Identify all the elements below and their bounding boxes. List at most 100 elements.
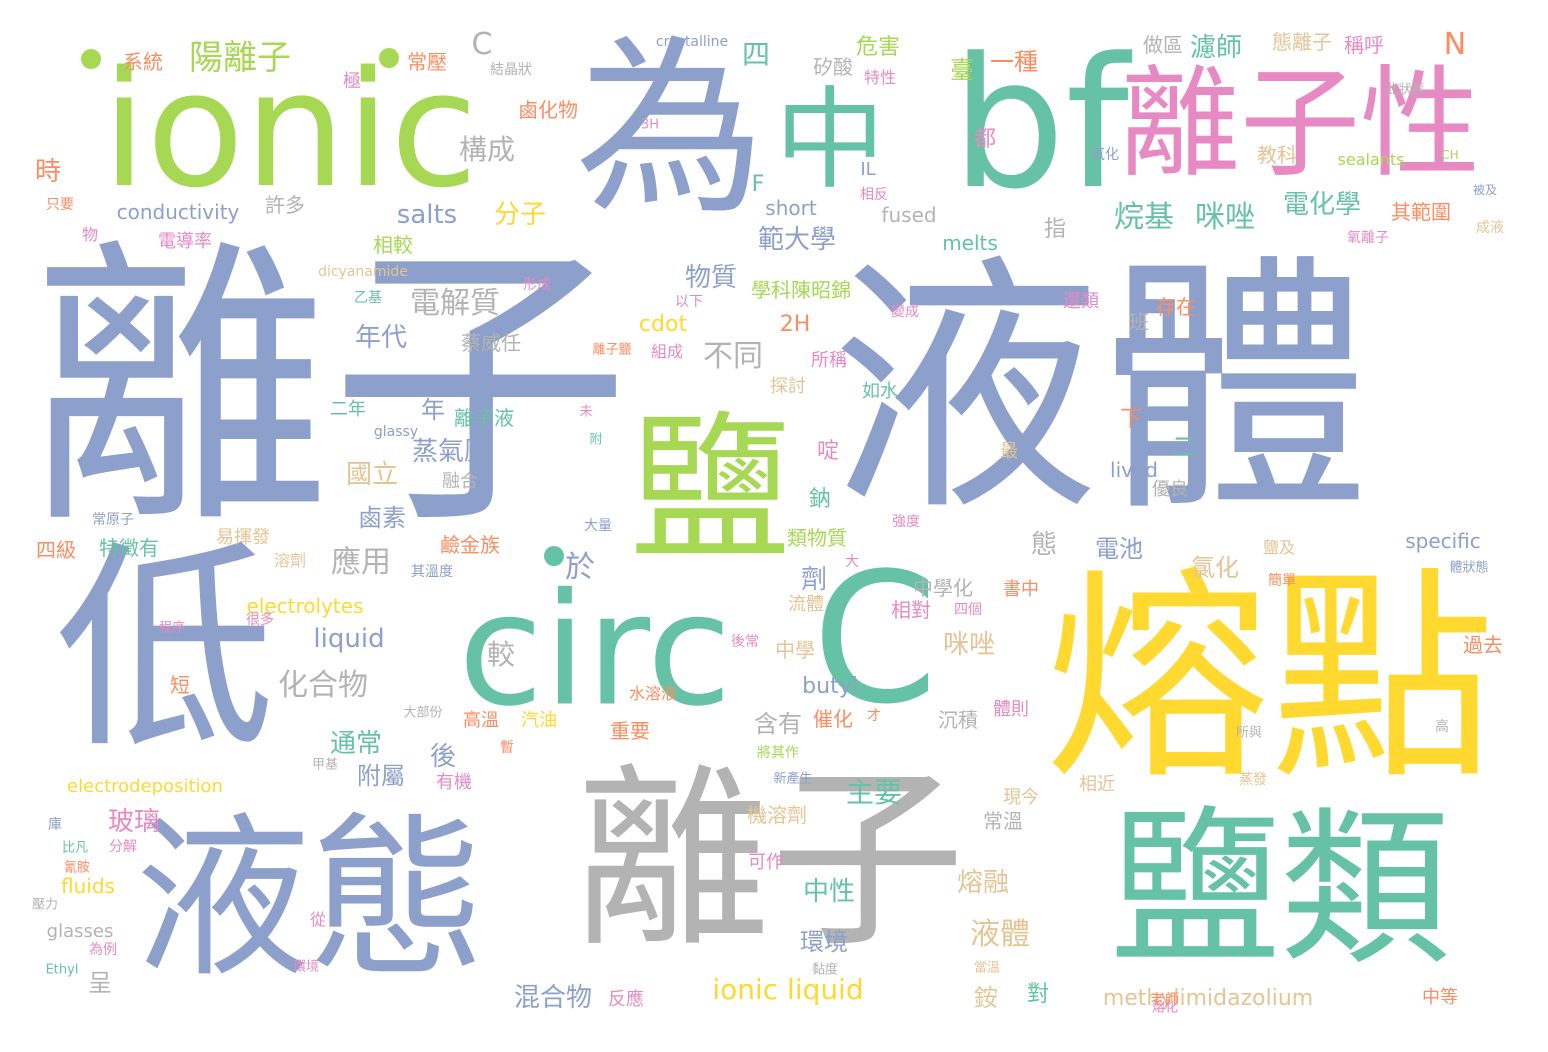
word-term-85: 探討: [770, 376, 806, 397]
word-term-93: 附: [589, 432, 603, 448]
word-term-84: 所稱: [811, 350, 847, 371]
word-term-56: 分子: [493, 200, 547, 230]
word-term-99: 最: [1000, 441, 1018, 462]
word-term-147: 沉積: [938, 708, 978, 732]
word-term-165: 玻璃: [107, 807, 161, 837]
word-term-137: 中學: [775, 638, 815, 662]
word-term-190: 混合物: [513, 983, 593, 1013]
word-crystalline-21: crystalline: [655, 34, 729, 50]
word-term-1: 液體: [830, 232, 1370, 547]
word-term-162: 新產生: [773, 771, 813, 787]
word-term-156: 將其作: [757, 745, 799, 761]
word-term-143: 高溫: [463, 710, 499, 731]
word-term-91: 未: [579, 404, 593, 420]
word-term-27: 一種: [990, 48, 1038, 76]
word-term-86: 如水: [862, 381, 898, 402]
word-term-101: 優良: [1152, 479, 1188, 500]
word-term-96: 國立: [345, 460, 399, 490]
word-term-19: 極: [343, 71, 361, 92]
word-term-49: 其範圍: [1391, 200, 1451, 224]
word-term-150: 高: [1435, 719, 1449, 735]
word-term-176: 熔融: [956, 868, 1010, 898]
word-term-145: 催化: [813, 707, 853, 731]
word-term-161: 有機: [436, 772, 472, 793]
word-term-38: 教科: [1257, 143, 1297, 167]
word-term-14: 鹽類: [1109, 791, 1451, 989]
word-term-196: 熔化: [1151, 1000, 1179, 1016]
word-glassy-90: glassy: [373, 424, 419, 440]
word-term-111: 鹼金族: [440, 533, 500, 557]
word-term-130: 四個: [954, 602, 982, 618]
word-term-62: 物: [81, 225, 99, 244]
word-term-146: 才: [867, 708, 881, 724]
word-term-127: 書中: [1003, 579, 1039, 600]
word-term-171: 比凡: [61, 840, 89, 856]
word-term-89: 離子液: [454, 406, 514, 430]
word-term-42: 時: [34, 157, 62, 187]
word-term-168: 機溶劑: [747, 803, 807, 827]
word-term-82: 組成: [650, 342, 684, 361]
word-term-109: 特徵有: [99, 536, 159, 560]
word-term-144: 汽油: [521, 710, 557, 731]
word-electrodeposition-159: electrodeposition: [67, 776, 223, 797]
word-c-10: C: [812, 535, 938, 744]
word-melts-65: melts: [942, 231, 998, 255]
word-term-139: 短: [170, 673, 190, 697]
word-term-23: 矽酸: [813, 55, 853, 79]
word-term-195: 黏度: [811, 962, 839, 978]
word-term-28: 濾師: [1189, 33, 1243, 63]
word-term-26: 臺: [950, 56, 974, 84]
word-term-24: 危害: [855, 35, 901, 60]
word-term-36: 都: [973, 127, 997, 152]
word-term-184: 呈: [88, 969, 112, 997]
word-term-106: 類物質: [787, 526, 847, 550]
word-term-76: 年代: [354, 323, 408, 353]
word-short-57: short: [765, 196, 817, 220]
word-term-105: 大量: [584, 518, 612, 534]
word-term-179: 壓力: [31, 897, 59, 913]
word-term-104: 常原子: [92, 512, 134, 528]
word-term-13: 離子: [575, 746, 965, 974]
word-term-169: 常溫: [983, 809, 1023, 833]
word-salts-55: salts: [396, 200, 458, 230]
word-term-61: 氧離子: [1347, 230, 1389, 246]
word-term-25: 特性: [863, 68, 897, 87]
word-term-71: 變成: [891, 304, 919, 320]
word-il-43: IL: [860, 159, 876, 180]
word-glasses-181: glasses: [46, 921, 114, 942]
word-fused-58: fused: [881, 203, 937, 227]
word-term-74: 存在: [1156, 295, 1196, 319]
word-term-112: 態: [1030, 530, 1058, 560]
word-term-163: 相近: [1079, 774, 1115, 795]
word-term-152: 通常: [329, 729, 383, 759]
word-ch-40: CH: [1441, 148, 1459, 162]
word-sealants-39: sealants: [1337, 150, 1405, 169]
word-term-134: 咪唑: [942, 630, 996, 660]
word-term-33: 此狀態: [1385, 82, 1425, 98]
word-term-115: 於: [565, 550, 595, 585]
word-term-123: 簡單: [1268, 573, 1296, 589]
word-term-186: 銨: [974, 984, 998, 1012]
word-term-175: 中性: [802, 877, 856, 907]
word-term-67: 形成: [523, 277, 551, 293]
word-term-119: 大: [845, 554, 859, 570]
word-term-155: 重要: [610, 719, 650, 743]
word-term-64: 相較: [373, 233, 413, 257]
word-term-170: 庫: [48, 817, 62, 833]
word-ionic-liquid-185: ionic liquid: [712, 973, 864, 1006]
word-term-75: 班: [1129, 310, 1149, 334]
word-term-29: 做區: [1143, 33, 1183, 57]
word-term-8: 低: [54, 522, 276, 778]
word-term-151: 大部份: [403, 705, 443, 721]
word-term-142: 水溶液: [628, 684, 678, 703]
word-term-189: 環境: [292, 959, 320, 975]
word-term-154: 含有: [754, 710, 802, 738]
word-term-158: 暫: [500, 740, 514, 756]
word-term-191: 反應: [608, 989, 644, 1010]
word-term-97: 融合: [442, 471, 478, 492]
word-term-116: 溶劑: [273, 551, 307, 570]
word-term-173: 氰胺: [63, 860, 91, 876]
word-term-47: 咪唑: [1195, 200, 1255, 235]
dot-mark: [81, 49, 101, 69]
word-term-178: 液體: [970, 917, 1030, 952]
